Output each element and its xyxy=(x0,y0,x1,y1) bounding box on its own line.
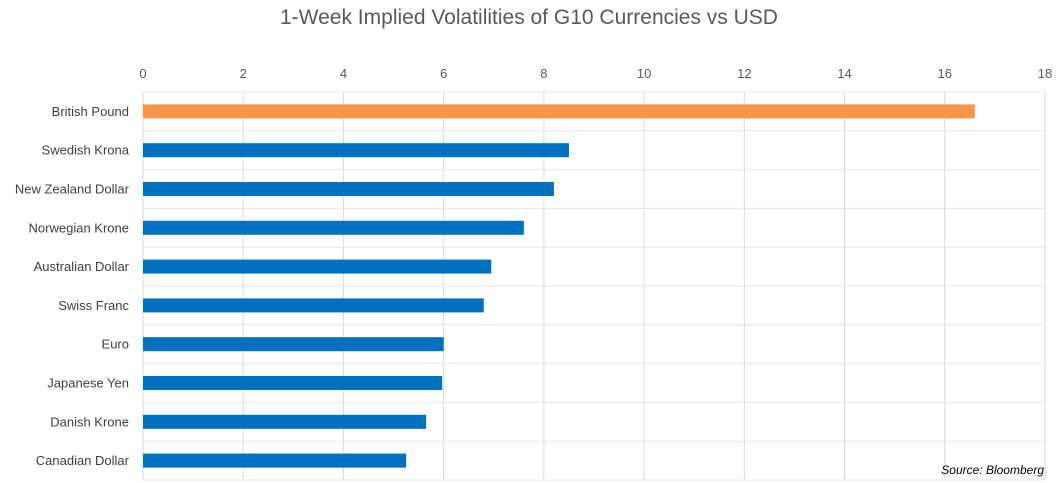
bar xyxy=(143,453,407,468)
category-label: Norwegian Krone xyxy=(29,220,129,235)
bar xyxy=(143,298,484,313)
category-label: Euro xyxy=(102,337,129,352)
category-label: Australian Dollar xyxy=(34,259,130,274)
bar xyxy=(143,414,427,429)
bar xyxy=(143,376,443,390)
category-labels: British Pound Swedish Krona New Zealand Do… xyxy=(15,104,130,468)
bar xyxy=(143,220,524,235)
bar xyxy=(143,337,444,352)
x-tick-label: 18 xyxy=(1038,66,1052,81)
category-label: Japanese Yen xyxy=(47,376,129,391)
category-label: Swiss Franc xyxy=(58,298,129,313)
x-tick-label: 4 xyxy=(340,66,347,81)
source-note: Source: Bloomberg xyxy=(941,463,1044,477)
x-tick-label: 6 xyxy=(440,66,447,81)
bar xyxy=(143,182,554,196)
bars xyxy=(143,104,975,468)
bar xyxy=(143,143,569,158)
x-tick-label: 10 xyxy=(637,66,651,81)
gridlines xyxy=(142,91,1046,481)
bar xyxy=(143,104,975,119)
x-tick-label: 12 xyxy=(737,66,751,81)
x-tick-label: 14 xyxy=(837,66,851,81)
x-axis-ticks: 0 2 4 6 8 10 12 14 16 18 xyxy=(139,66,1052,81)
x-tick-label: 16 xyxy=(938,66,952,81)
category-label: Danish Krone xyxy=(50,414,129,429)
x-tick-label: 2 xyxy=(240,66,247,81)
x-tick-label: 0 xyxy=(139,66,146,81)
x-tick-label: 8 xyxy=(540,66,547,81)
category-label: British Pound xyxy=(52,104,129,119)
category-label: Swedish Krona xyxy=(42,143,130,158)
category-label: New Zealand Dollar xyxy=(15,182,130,197)
chart-title: 1-Week Implied Volatilities of G10 Curre… xyxy=(280,6,778,29)
bar xyxy=(143,259,492,274)
category-label: Canadian Dollar xyxy=(36,453,130,468)
